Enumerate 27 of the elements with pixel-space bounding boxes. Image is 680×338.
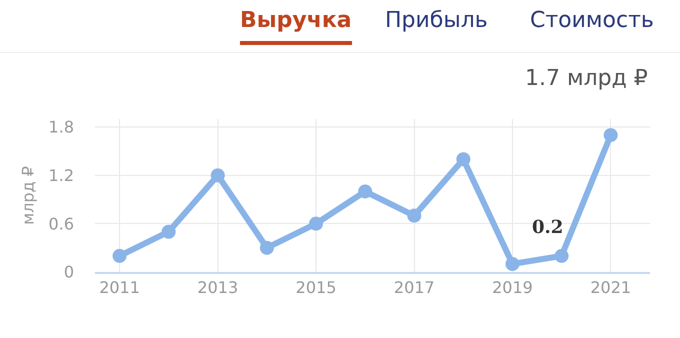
y-tick-label: 1.8 — [48, 118, 74, 137]
point — [358, 184, 372, 198]
point — [162, 224, 176, 239]
y-tick-label: 0.6 — [48, 214, 74, 234]
point — [112, 248, 127, 263]
point — [309, 216, 324, 231]
y-tick-label: 1.2 — [48, 166, 74, 185]
x-tick-label: 2021 — [590, 278, 632, 298]
x-tick-label: 2019 — [492, 278, 533, 298]
point — [604, 128, 618, 142]
point — [456, 152, 470, 166]
y-tick-label: 0 — [64, 262, 74, 282]
x-tick-label: 2013 — [197, 278, 238, 298]
point — [260, 240, 274, 255]
y-axis-title: млрд ₽ — [18, 166, 38, 225]
point — [210, 168, 225, 182]
text: 1.7 млрд ₽ — [525, 66, 648, 91]
point — [407, 208, 422, 223]
annotation: 0.2 — [532, 217, 564, 238]
point — [554, 248, 569, 263]
point — [505, 256, 520, 271]
text: Прибыль — [385, 8, 488, 35]
x-tick-label: 2017 — [394, 278, 435, 298]
x-tick-label: 2015 — [296, 278, 336, 298]
x-tick-label: 2011 — [99, 278, 140, 298]
text: Выручка — [240, 8, 352, 45]
text: Стоимость — [530, 8, 654, 35]
